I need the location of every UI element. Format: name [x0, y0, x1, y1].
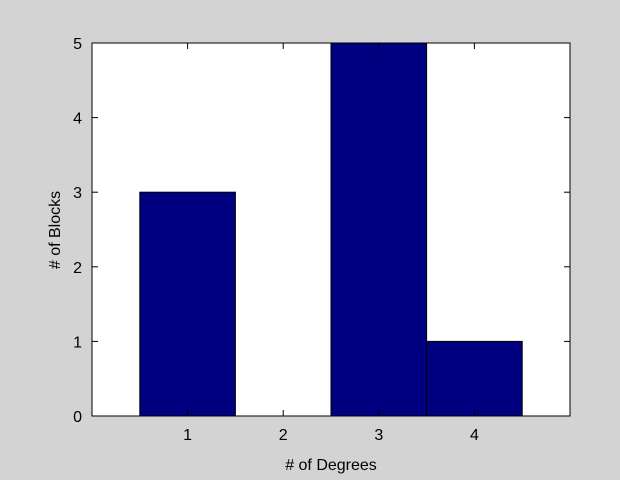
bar-4: [426, 340, 523, 417]
y-tick-label: 3: [73, 185, 82, 202]
bar-1: [139, 191, 236, 417]
x-ticks-group: 1 2 3 4: [183, 43, 479, 444]
y-tick-label: 1: [73, 334, 82, 351]
y-tick-label: 4: [73, 111, 82, 128]
y-axis-label: # of Blocks: [47, 191, 64, 269]
bar-3: [330, 42, 428, 417]
y-tick-label: 0: [73, 409, 82, 426]
x-tick-label: 1: [183, 427, 192, 444]
x-tick-label: 4: [470, 427, 479, 444]
x-axis-label: # of Degrees: [285, 457, 377, 474]
x-tick-label: 3: [374, 427, 383, 444]
x-tick-label: 2: [279, 427, 288, 444]
axes-frame: [91, 42, 571, 417]
y-ticks-group: 0 1 2 3 4 5: [73, 36, 570, 426]
y-tick-label: 2: [73, 260, 82, 277]
y-tick-label: 5: [73, 36, 82, 53]
bars-group: [139, 42, 523, 417]
